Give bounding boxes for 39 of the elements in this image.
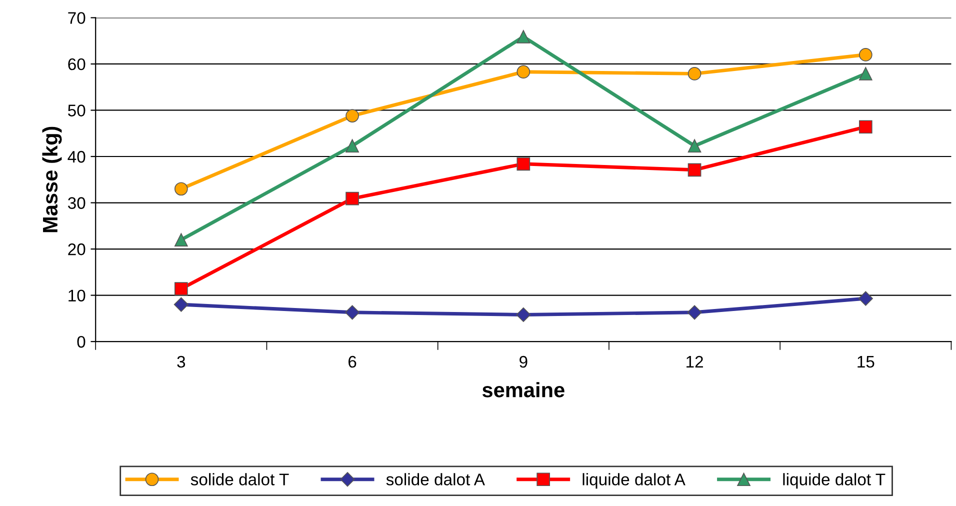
legend-label: solide dalot A	[386, 473, 485, 486]
point	[346, 192, 359, 206]
point	[174, 297, 188, 312]
y-tick-label: 40	[68, 150, 86, 163]
point	[688, 163, 702, 177]
y-tick-label: 70	[68, 12, 86, 24]
point	[858, 48, 872, 62]
point	[858, 120, 872, 134]
x-tick-label: 3	[177, 356, 186, 368]
legend-label: solide dalot T	[190, 473, 289, 486]
point	[858, 67, 872, 80]
y-tick-label: 30	[68, 197, 86, 209]
x-tick-label: 15	[858, 356, 874, 368]
y-tick-label: 10	[68, 290, 86, 302]
y-axis-title: Masse (kg)	[42, 126, 62, 232]
x-tick-label: 9	[520, 356, 528, 368]
legend-label: liquide dalot A	[582, 473, 686, 489]
y-tick-label: 20	[68, 243, 86, 256]
point	[346, 139, 359, 153]
point	[516, 65, 530, 79]
legend-label: liquide dalot T	[783, 473, 886, 489]
point	[174, 182, 188, 196]
point	[688, 67, 702, 80]
point	[516, 30, 530, 44]
y-tick-label: 0	[77, 336, 86, 348]
x-tick-label: 6	[348, 356, 356, 368]
point	[858, 291, 873, 306]
point	[516, 157, 530, 171]
y-tick-label: 60	[68, 58, 86, 70]
x-tick-label: 12	[686, 356, 703, 368]
point	[174, 282, 188, 296]
point	[346, 109, 359, 122]
y-tick-label: 50	[68, 104, 86, 116]
point	[688, 139, 702, 153]
point	[516, 307, 531, 322]
point	[344, 305, 360, 320]
point	[174, 233, 188, 246]
point	[687, 305, 702, 320]
x-axis-title: semaine	[482, 382, 564, 398]
